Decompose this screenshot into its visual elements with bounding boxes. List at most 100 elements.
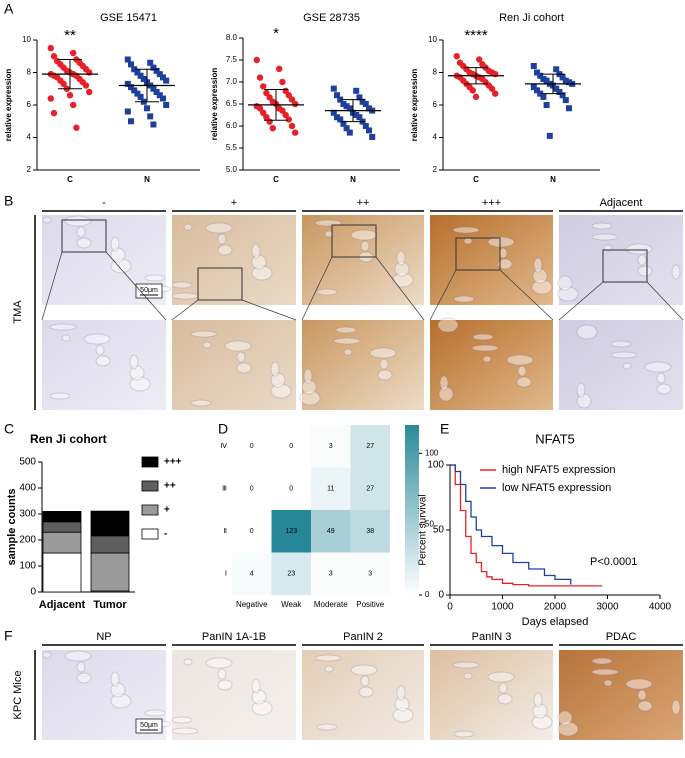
zoom-box <box>455 237 501 271</box>
data-point <box>150 85 157 92</box>
data-point <box>540 93 547 100</box>
tissue-texture <box>76 226 86 238</box>
y-tick-label: 6 <box>27 100 32 109</box>
tissue-texture <box>591 668 619 676</box>
data-point <box>366 127 372 134</box>
data-point <box>131 87 138 94</box>
column-label: Weak <box>281 600 302 609</box>
tissue-texture <box>217 244 233 256</box>
tissue-texture <box>369 347 397 359</box>
legend-label: high NFAT5 expression <box>502 464 616 476</box>
tissue-texture <box>324 665 334 673</box>
tissue-texture <box>49 392 71 400</box>
data-point <box>147 59 154 66</box>
cell-label: 23 <box>287 571 295 578</box>
tissue-texture <box>498 247 508 259</box>
y-tick-label: 8.0 <box>226 33 238 42</box>
x-tick-label: N <box>350 175 356 184</box>
data-point <box>362 123 369 129</box>
data-point <box>359 98 366 105</box>
tissue-texture <box>487 671 515 683</box>
data-point <box>285 116 292 123</box>
data-point <box>131 66 138 73</box>
data-point <box>543 102 550 108</box>
heatmap-cell <box>271 425 311 468</box>
legend-swatch <box>141 480 159 492</box>
heatmap-cell <box>232 552 272 595</box>
heatmap-cell <box>232 467 272 510</box>
row-label: KPC Mice <box>12 671 24 720</box>
data-point <box>256 105 264 112</box>
tissue-texture <box>591 222 613 230</box>
zoom-box <box>61 219 107 253</box>
panel-letter: C <box>4 421 14 437</box>
data-point <box>256 74 264 81</box>
bar-segment <box>42 531 82 554</box>
tissue-texture <box>314 654 342 662</box>
tissue-texture <box>671 699 681 715</box>
data-point <box>492 90 499 97</box>
cell-label: 27 <box>366 486 374 493</box>
data-point <box>346 105 353 112</box>
tissue-texture <box>557 710 573 726</box>
legend-swatch <box>141 456 159 468</box>
data-point <box>340 101 347 107</box>
legend-label: low NFAT5 expression <box>502 482 611 494</box>
bar-segment <box>90 552 130 592</box>
tissue-texture <box>144 709 166 717</box>
x-tick-label: 2000 <box>544 602 567 613</box>
data-point <box>276 65 283 73</box>
zoom-line <box>301 256 333 321</box>
colorbar-label: 0 <box>425 590 430 599</box>
tissue-image <box>302 320 424 410</box>
significance: * <box>273 25 279 42</box>
y-tick-label: 4 <box>27 133 32 142</box>
zoom-line <box>41 251 63 321</box>
column-label: PanIN 3 <box>472 631 512 643</box>
x-tick-label: 1000 <box>491 602 514 613</box>
tissue-texture <box>350 229 378 241</box>
tissue-texture <box>61 334 71 342</box>
tissue-texture <box>171 727 199 735</box>
data-point <box>543 77 550 84</box>
tissue-texture <box>394 261 410 277</box>
colorbar-label: 100 <box>425 448 439 457</box>
data-point <box>537 72 544 79</box>
tissue-texture <box>129 354 139 370</box>
data-point <box>566 79 572 86</box>
column-label: PanIN 2 <box>343 631 383 643</box>
cell-label: 0 <box>289 486 293 493</box>
tissue-texture <box>324 230 334 238</box>
tissue-texture <box>557 286 579 302</box>
y-tick-label: 8 <box>433 68 438 77</box>
tissue-texture <box>396 685 406 701</box>
tissue-texture <box>471 344 499 352</box>
tissue-texture <box>110 682 126 698</box>
y-tick-label: 7.0 <box>226 77 238 86</box>
data-point <box>150 64 157 71</box>
row-label: Ⅰ <box>225 571 227 578</box>
cell-label: 11 <box>327 486 334 493</box>
data-point <box>163 77 170 84</box>
column-label: Moderate <box>314 600 348 609</box>
data-point <box>160 74 166 81</box>
cell-label: 49 <box>327 528 335 535</box>
tissue-texture <box>656 372 666 384</box>
column-label: Negative <box>236 600 268 609</box>
tissue-texture <box>506 354 534 366</box>
tissue-texture <box>498 682 508 694</box>
tissue-texture <box>110 247 126 263</box>
data-point <box>260 83 267 90</box>
y-axis-label: sample counts <box>6 488 18 565</box>
cell-label: 0 <box>289 443 293 450</box>
data-point <box>337 96 344 103</box>
tissue-texture <box>531 279 553 295</box>
x-tick-label: Adjacent <box>39 599 86 611</box>
colorbar-label: 50 <box>425 519 434 528</box>
data-point <box>282 111 289 119</box>
survival-curve <box>450 464 603 587</box>
column-label: - <box>102 197 106 209</box>
heatmap-cell <box>232 425 272 468</box>
data-point <box>156 71 163 78</box>
y-tick-label: 5.0 <box>226 165 238 174</box>
